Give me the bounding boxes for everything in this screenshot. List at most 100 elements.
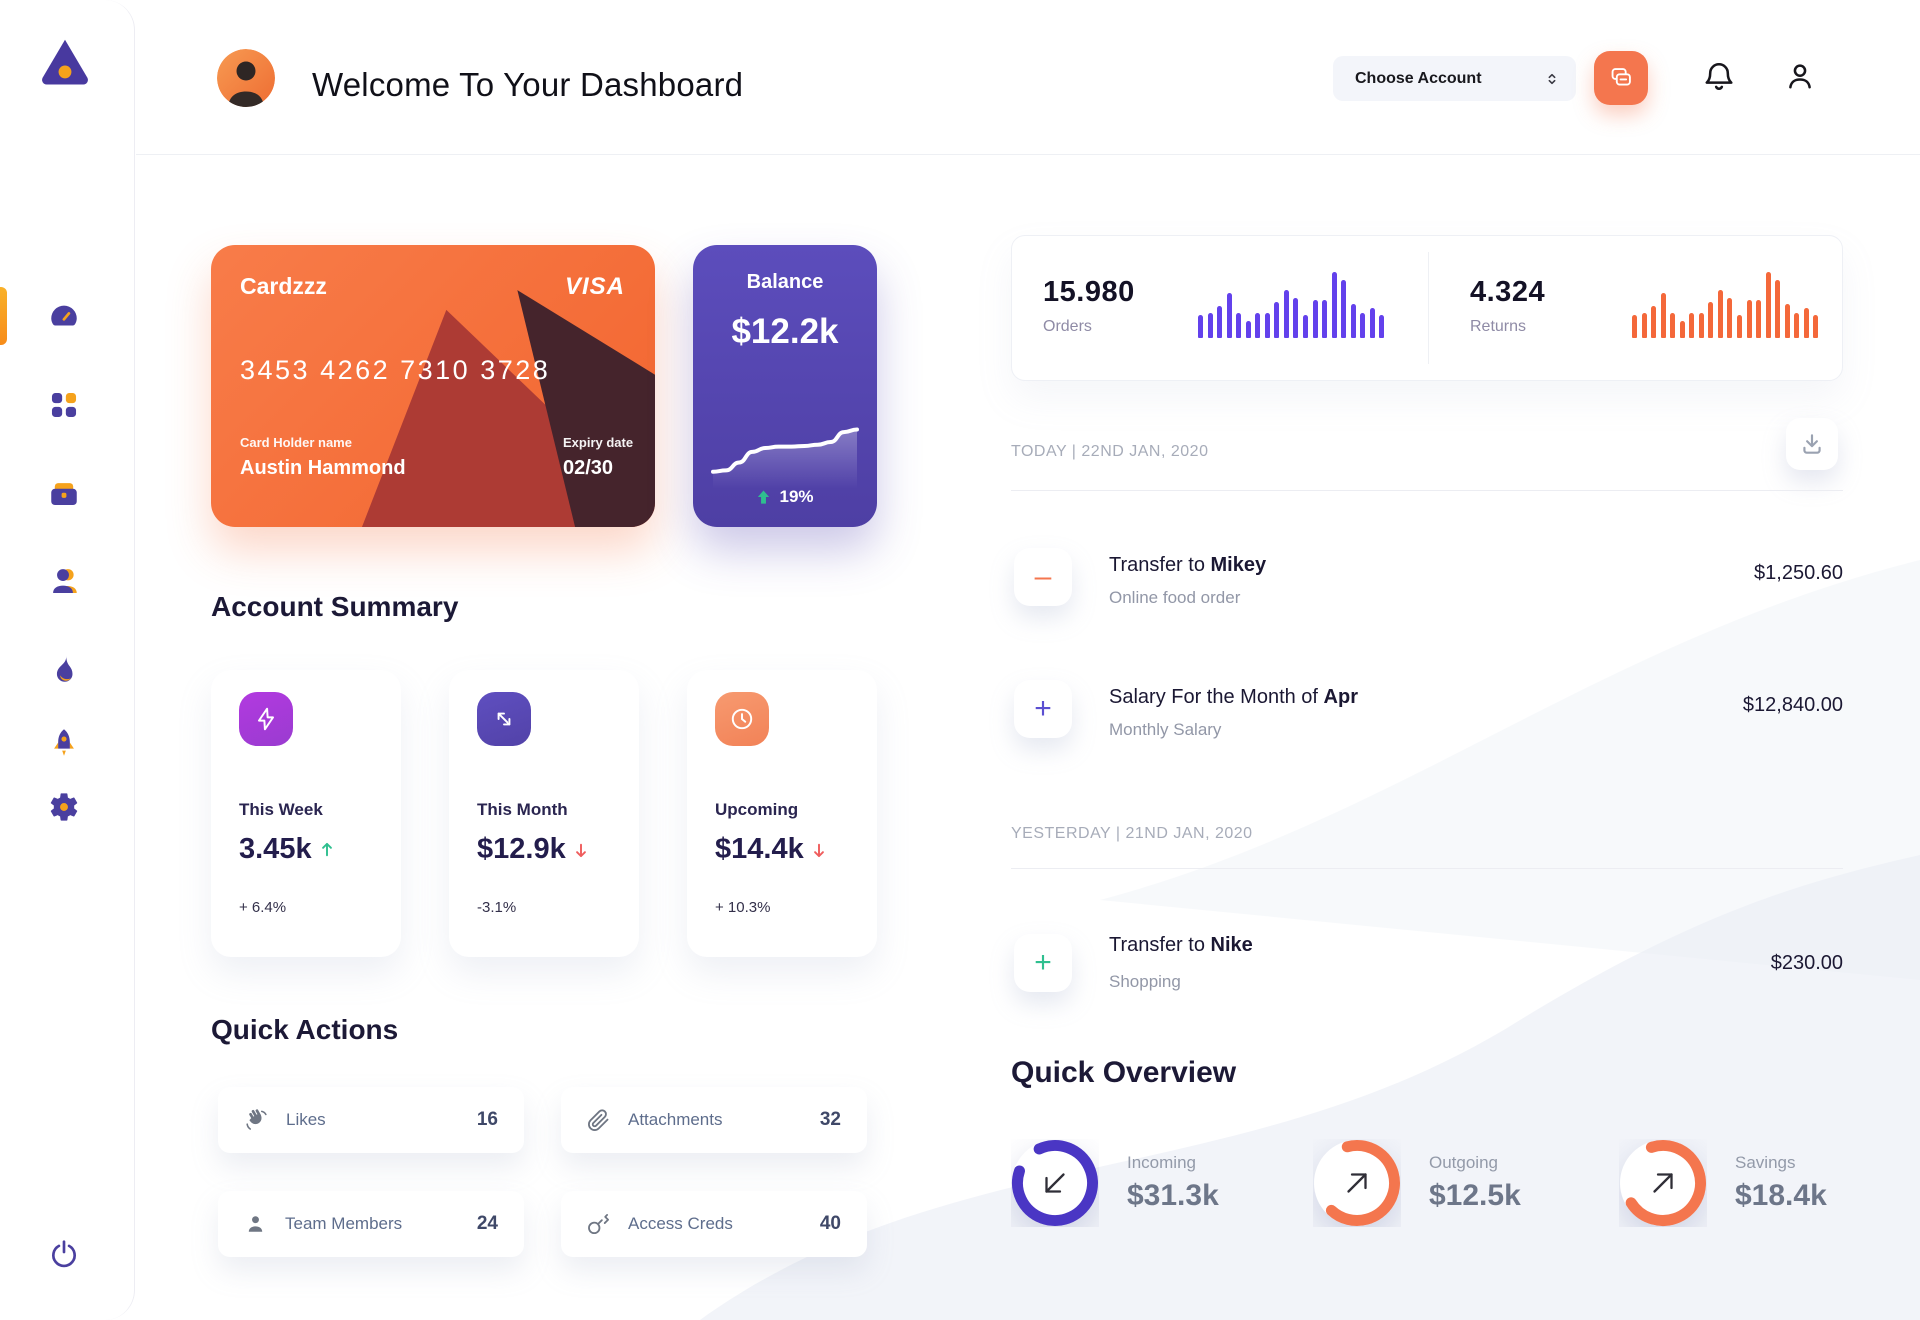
wave-hand-icon — [246, 1109, 267, 1130]
bell-icon — [1705, 63, 1733, 90]
messages-button[interactable] — [1594, 51, 1648, 105]
quick-action-label: Access Creds — [628, 1214, 733, 1233]
incoming-donut-chart — [1012, 1140, 1098, 1226]
balance-sparkline — [711, 427, 859, 489]
chevron-up-down-icon — [1548, 73, 1556, 84]
transaction-amount: $12,840.00 — [1742, 694, 1843, 716]
briefcase-icon — [51, 483, 77, 506]
overview-savings: Savings $18.4k — [1619, 1139, 1827, 1227]
trend-down-icon — [813, 843, 824, 857]
divider — [1011, 868, 1843, 869]
overview-label: Savings — [1735, 1153, 1796, 1172]
quick-action-count: 24 — [476, 1213, 498, 1234]
choose-account-label: Choose Account — [1355, 69, 1482, 87]
transactions-date-today: TODAY | 22ND JAN, 2020 — [1011, 443, 1209, 460]
sidebar — [0, 0, 135, 1320]
balance-change-value: 19% — [779, 487, 814, 506]
sidebar-item-users[interactable] — [47, 564, 81, 598]
logout-power-button[interactable] — [48, 1238, 80, 1270]
overview-label: Outgoing — [1429, 1153, 1498, 1172]
header-divider — [136, 154, 1920, 155]
transactions-date-yesterday: YESTERDAY | 21ND JAN, 2020 — [1011, 825, 1253, 842]
orders-label: Orders — [1043, 318, 1092, 335]
transaction-row-mikey[interactable]: – Transfer to Mikey Online food order $1… — [1011, 548, 1843, 618]
account-summary-title: Account Summary — [211, 591, 459, 622]
transaction-row-nike[interactable]: + Transfer to Nike Shopping $230.00 — [1011, 928, 1843, 998]
key-icon — [588, 1213, 609, 1234]
summary-value: 3.45k — [239, 833, 334, 866]
sidebar-item-work[interactable] — [47, 476, 81, 510]
sidebar-item-trending[interactable] — [47, 652, 81, 686]
lightning-icon — [239, 692, 293, 746]
orders-value: 15.980 — [1043, 276, 1135, 308]
speedometer-icon — [51, 305, 77, 326]
divider — [1011, 490, 1843, 491]
overview-label: Incoming — [1127, 1153, 1196, 1172]
card-expiry-label: Expiry date — [563, 435, 634, 450]
transaction-sign-plus: + — [1014, 680, 1072, 738]
overview-value: $18.4k — [1735, 1179, 1827, 1212]
summary-card-upcoming: Upcoming $14.4k + 10.3% — [687, 670, 877, 957]
transaction-title: Salary For the Month of Apr — [1109, 686, 1358, 708]
card-expiry-value: 02/30 — [563, 457, 614, 479]
choose-account-select[interactable]: Choose Account — [1333, 56, 1576, 101]
returns-bar-chart — [1632, 270, 1828, 338]
quick-action-label: Attachments — [628, 1110, 723, 1129]
app-logo[interactable] — [38, 34, 92, 88]
savings-donut-chart — [1620, 1140, 1706, 1226]
download-icon — [1803, 434, 1821, 454]
transfer-arrows-icon — [477, 692, 531, 746]
transaction-sign-minus: – — [1014, 548, 1072, 606]
transaction-title: Transfer to Nike — [1109, 934, 1253, 956]
credit-card: Cardzzz VISA 3453 4262 7310 3728 Card Ho… — [211, 245, 655, 527]
transaction-sign-plus-green: + — [1014, 934, 1072, 992]
grid-icon — [51, 392, 77, 418]
flame-icon — [56, 655, 73, 682]
card-holder-name: Austin Hammond — [240, 457, 406, 479]
transaction-row-salary[interactable]: + Salary For the Month of Apr Monthly Sa… — [1011, 680, 1843, 750]
orders-bar-chart — [1198, 270, 1394, 338]
stats-divider — [1428, 252, 1429, 364]
summary-change: + 10.3% — [715, 899, 771, 916]
quick-action-attachments[interactable]: Attachments 32 — [561, 1087, 867, 1153]
quick-action-team-members[interactable]: Team Members 24 — [218, 1191, 524, 1257]
arrow-up-icon — [758, 490, 770, 504]
quick-action-label: Likes — [286, 1110, 326, 1129]
transaction-title: Transfer to Mikey — [1109, 554, 1267, 576]
notifications-button[interactable] — [1703, 60, 1735, 92]
logo-dot — [58, 65, 72, 79]
balance-card: Balance $12.2k 19% — [693, 245, 877, 527]
transaction-amount: $230.00 — [1770, 952, 1843, 974]
quick-action-likes[interactable]: Likes 16 — [218, 1087, 524, 1153]
user-avatar[interactable] — [217, 49, 275, 107]
card-holder-label: Card Holder name — [240, 435, 352, 450]
quick-action-count: 32 — [819, 1109, 841, 1130]
quick-action-count: 16 — [476, 1109, 498, 1130]
sidebar-item-dashboard[interactable] — [47, 300, 81, 334]
profile-button[interactable] — [1784, 60, 1816, 92]
sidebar-item-apps[interactable] — [47, 388, 81, 422]
sidebar-item-launch[interactable] — [47, 726, 81, 760]
summary-change: + 6.4% — [239, 899, 287, 916]
transaction-subtitle: Shopping — [1109, 972, 1181, 991]
quick-actions-title: Quick Actions — [211, 1014, 399, 1045]
transaction-subtitle: Online food order — [1109, 588, 1241, 607]
trend-down-icon — [575, 843, 586, 857]
summary-label: This Week — [239, 800, 323, 819]
overview-value: $31.3k — [1127, 1179, 1219, 1212]
download-statement-button[interactable] — [1786, 418, 1838, 470]
visa-logo: VISA — [564, 273, 625, 300]
card-number: 3453 4262 7310 3728 — [240, 355, 551, 385]
paperclip-icon — [588, 1108, 609, 1131]
summary-label: Upcoming — [715, 800, 799, 819]
transaction-subtitle: Monthly Salary — [1109, 720, 1222, 739]
quick-action-access-creds[interactable]: Access Creds 40 — [561, 1191, 867, 1257]
chat-icon — [1611, 68, 1631, 86]
logo-triangle — [42, 39, 88, 85]
returns-label: Returns — [1470, 318, 1527, 335]
quick-action-count: 40 — [819, 1213, 841, 1234]
sidebar-item-settings[interactable] — [47, 790, 81, 824]
balance-change: 19% — [693, 487, 877, 507]
overview-incoming: Incoming $31.3k — [1011, 1139, 1219, 1227]
